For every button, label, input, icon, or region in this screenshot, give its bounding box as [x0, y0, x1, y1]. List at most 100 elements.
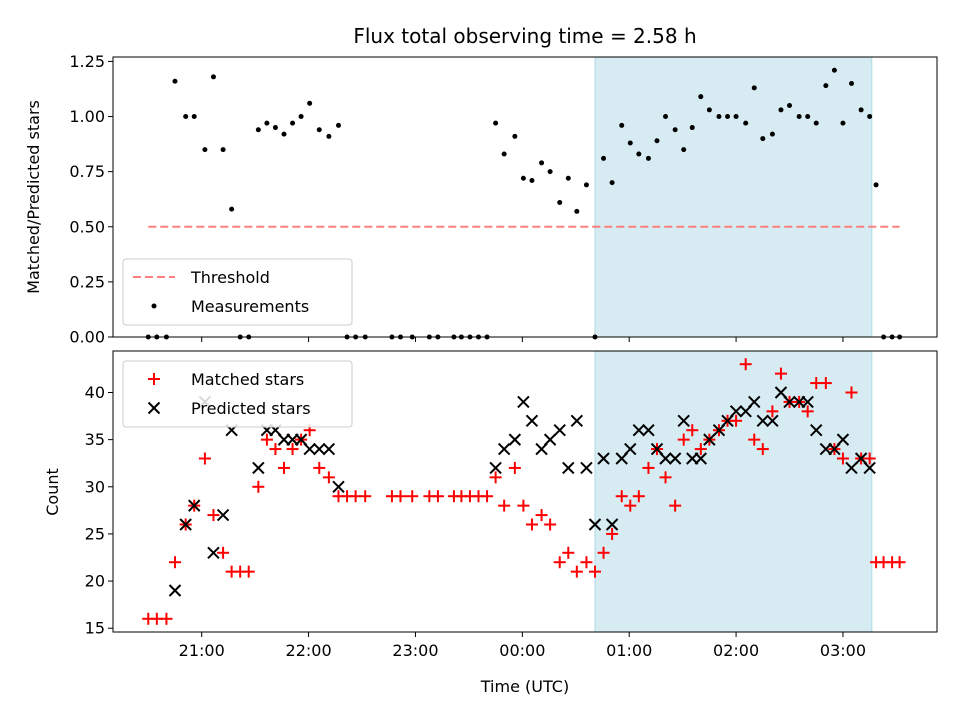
predicted-stars-point — [332, 480, 345, 493]
matched-stars-point — [597, 546, 610, 559]
measurement-point — [743, 120, 749, 126]
predicted-stars-point — [642, 424, 655, 437]
bottom-ytick-label: 20 — [85, 572, 105, 591]
matched-stars-point — [394, 490, 407, 503]
matched-stars-point — [659, 471, 672, 484]
predicted-stars-point — [570, 414, 584, 427]
measurement-point — [778, 107, 784, 113]
matched-stars-point — [863, 452, 876, 465]
top-legend: Threshold Measurements — [122, 258, 353, 326]
matched-stars-point — [313, 461, 326, 474]
matched-stars-point — [615, 490, 628, 503]
matched-stars-point — [160, 612, 173, 625]
measurement-point — [805, 114, 811, 120]
measurement-point — [290, 120, 296, 126]
measurement-point — [796, 114, 802, 120]
measurement-point — [501, 151, 507, 157]
predicted-stars-point — [677, 414, 690, 427]
matched-stars-point — [819, 377, 832, 390]
matched-stars-point — [359, 490, 372, 503]
matched-stars-point — [677, 433, 690, 446]
measurement-point — [493, 120, 499, 126]
bottom-panel: 15 20 25 30 35 40 21:00 22:00 23:00 00:00 01:00 02:… — [43, 350, 938, 660]
matched-stars-point — [260, 433, 273, 446]
bottom-xtick-label: 22:00 — [286, 641, 332, 660]
measurement-point — [609, 180, 615, 186]
matched-stars-point — [535, 509, 548, 522]
measurement-point — [751, 85, 757, 91]
bottom-xtick-label: 02:00 — [713, 641, 759, 660]
measurement-point — [210, 74, 216, 80]
matched-stars-point — [766, 405, 779, 418]
measurement-point — [823, 83, 829, 89]
measurement-point — [229, 206, 235, 212]
measurement-point — [172, 78, 178, 84]
bottom-axes-frame — [112, 350, 938, 633]
legend-measurements-label: Measurements — [191, 297, 309, 316]
predicted-stars-point — [562, 461, 575, 475]
predicted-stars-point — [207, 546, 220, 559]
bottom-ylabel: Count — [43, 468, 62, 516]
bottom-xtick-label: 03:00 — [820, 641, 866, 660]
matched-stars-point — [669, 499, 682, 512]
measurement-point — [689, 125, 695, 131]
top-ytick-label: 0.25 — [69, 272, 105, 291]
matched-stars-point — [739, 358, 752, 371]
measurement-point — [336, 122, 342, 128]
measurement-point — [663, 114, 669, 120]
measurement-point — [725, 114, 731, 120]
matched-stars-point — [269, 443, 282, 456]
predicted-stars-point — [543, 433, 557, 446]
matched-stars-point — [562, 546, 575, 559]
predicted-stars-point — [517, 395, 530, 409]
legend-predicted-label: Predicted stars — [191, 399, 311, 418]
predicted-stars-point — [322, 442, 336, 456]
matched-stars-point — [481, 490, 494, 503]
measurement-point — [787, 103, 793, 109]
measurement-point — [512, 133, 518, 139]
predicted-stars-point — [605, 518, 619, 531]
predicted-stars-point — [252, 461, 265, 475]
predicted-stars-point — [748, 395, 761, 409]
predicted-stars-point — [553, 424, 566, 437]
bottom-legend-box — [122, 360, 353, 428]
matched-stars-point — [252, 480, 265, 493]
matched-stars-point — [544, 518, 557, 531]
bottom-ytick-label: 35 — [85, 430, 105, 449]
matched-stars-point — [498, 499, 511, 512]
top-plot-area — [145, 67, 903, 340]
top-legend-box — [122, 258, 353, 326]
predicted-stars-point — [624, 442, 637, 456]
measurement-point — [183, 114, 189, 120]
measurement-point — [858, 107, 864, 113]
matched-stars-point — [277, 461, 290, 474]
matched-stars-point — [730, 414, 743, 427]
measurement-point — [627, 140, 633, 146]
x-axis-label: Time (UTC) — [480, 677, 569, 696]
measurement-point — [706, 107, 712, 113]
predicted-stars-point — [783, 395, 796, 409]
measurement-point — [539, 160, 545, 166]
matched-stars-point — [580, 556, 593, 569]
legend-matched-label: Matched stars — [191, 370, 304, 389]
legend-matched-swatch — [148, 373, 160, 385]
bottom-ytick-label: 40 — [85, 383, 105, 402]
predicted-stars-point — [597, 452, 610, 465]
measurement-point — [636, 151, 642, 157]
matched-stars-point — [286, 443, 299, 456]
top-ytick-label: 0.50 — [69, 217, 105, 236]
matched-stars-point — [686, 424, 699, 437]
matched-stars-point — [168, 556, 181, 569]
measurement-point — [873, 182, 879, 188]
predicted-stars-point — [845, 461, 858, 475]
predicted-stars-point — [836, 433, 850, 446]
matched-stars-point — [242, 565, 255, 578]
measurement-point — [272, 125, 278, 131]
top-axes: 0.00 0.25 0.50 0.75 1.00 1.25 — [69, 52, 844, 347]
predicted-stars-point — [497, 442, 511, 456]
matched-stars-point — [632, 490, 645, 503]
predicted-stars-point — [756, 414, 770, 427]
measurement-point — [220, 147, 226, 153]
matched-stars-point — [774, 367, 787, 380]
bottom-axes: 15 20 25 30 35 40 21:00 22:00 23:00 00:00 01:00 02:… — [85, 383, 866, 660]
